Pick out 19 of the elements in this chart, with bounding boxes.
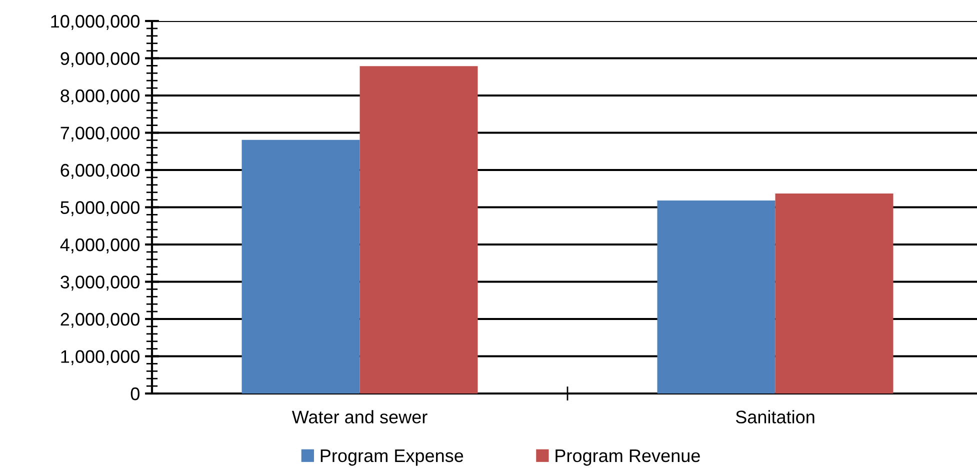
y-tick-label: 2,000,000 [60,312,140,328]
bar [360,66,478,394]
y-tick-label: 6,000,000 [60,164,140,179]
y-tick-label: 7,000,000 [60,126,140,142]
bar [242,140,360,394]
bar [775,193,894,394]
y-tick-label: 4,000,000 [60,238,140,254]
y-tick-label: 5,000,000 [60,201,140,216]
y-tick-label: 9,000,000 [60,52,140,68]
y-tick-label: 1,000,000 [61,350,140,366]
legend-label: Program Expense [320,450,464,466]
x-tick-label: Water and sewer [292,410,428,424]
bar [657,200,776,394]
y-tick-label: 0 [130,387,140,400]
y-tick-label: 3,000,000 [60,276,140,291]
y-tick-label: 8,000,000 [60,89,140,104]
y-tick-label: 10,000,000 [51,14,140,30]
x-tick-label: Sanitation [736,410,814,424]
legend-label: Program Revenue [556,450,700,466]
